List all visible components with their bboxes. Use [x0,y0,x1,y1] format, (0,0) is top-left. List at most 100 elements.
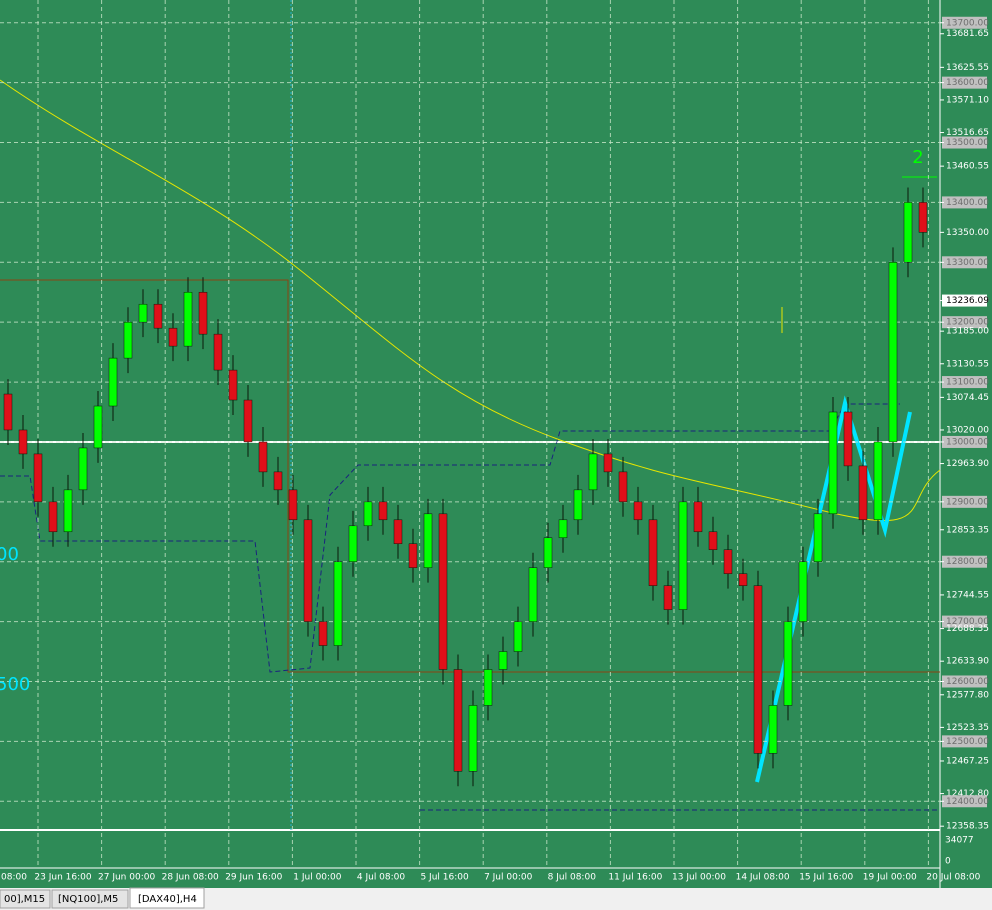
current-price-label: 13236.09 [946,296,989,306]
tab-label[interactable]: 00],M15 [4,894,45,905]
candle-body [588,453,598,491]
candle-body [798,561,808,622]
y-tick-label: 13074.45 [946,393,989,403]
price-label-box [942,735,987,748]
candle-body [93,405,103,449]
y-tick-label: 12688.35 [946,624,989,634]
price-label-box [942,495,987,508]
y-tick-label: 12577.80 [946,690,989,700]
candle-body [708,531,718,550]
candle-body [303,519,313,622]
candle-body [513,621,523,652]
candle-body [48,501,58,533]
y-tick-label: 13100.00 [946,378,989,388]
candle-body [288,489,298,521]
x-tick-label: 5 Jul 16:00 [420,873,469,883]
price-label-box [942,136,987,149]
candle-body [258,441,268,473]
candle-body [153,303,163,329]
candle-body [918,202,928,233]
y-tick-label: 12800.00 [946,557,989,567]
candle-body [903,202,913,263]
candle-body [633,501,643,521]
y-tick-label: 13571.10 [946,95,989,105]
tab-bar [0,888,992,910]
tab[interactable] [0,889,51,909]
candle-body [573,489,583,521]
y-tick-label: 13500.00 [946,138,989,148]
price-label-box [942,555,987,568]
candle-body [33,453,43,503]
candle-body [828,411,838,515]
candle-body [3,393,13,431]
price-label-box [942,615,987,628]
y-tick-label: 12700.00 [946,617,989,627]
y-tick-label: 13460.55 [946,162,989,172]
y-tick-label: 12400.00 [946,797,989,807]
candles [3,187,928,787]
candle-body [63,489,73,533]
x-tick-label: 7 Jul 00:00 [484,873,533,883]
candle-body [813,513,823,562]
candle-body [873,441,883,521]
x-tick-label: 28 Jun 08:00 [162,873,219,883]
tab[interactable] [51,889,129,909]
candle-body [543,537,553,568]
current-price-box [942,294,987,307]
x-tick-label: 14 Jul 08:00 [736,873,790,883]
price-label-box [942,196,987,209]
y-tick-label: 12853.35 [946,525,989,535]
candle-body [108,357,118,407]
candle-body [723,549,733,574]
volume-min-label: 0 [945,857,951,867]
candle-body [333,561,343,646]
candle-body [693,501,703,533]
candle-body [843,411,853,467]
price-label-box [942,76,987,89]
candle-body [753,585,763,754]
candle-body [438,513,448,670]
candle-body [123,321,133,359]
price-label-box [942,256,987,269]
y-tick-label: 13625.55 [946,63,989,73]
candle-body [603,453,613,473]
candle-body [228,369,238,401]
x-tick-label: 20 Jul 08:00 [926,873,980,883]
volume-max-label: 34077 [945,836,974,846]
candle-body [273,471,283,491]
candle-body [483,669,493,706]
tab-label[interactable]: [NQ100],M5 [58,894,118,905]
x-tick-label: 4 Jul 08:00 [357,873,406,883]
y-tick-label: 13700.00 [946,18,989,28]
candle-body [363,501,373,527]
candle-body [858,465,868,521]
price-label-box [942,316,987,329]
x-tick-label: 15 Jul 16:00 [799,873,853,883]
candle-body [783,621,793,706]
y-tick-label: 13020.00 [946,425,989,435]
x-tick-label: 23 Jun 16:00 [34,873,91,883]
candle-body [198,291,208,335]
candle-body [888,262,898,443]
y-tick-label: 12963.90 [946,459,989,469]
y-tick-label: 13200.00 [946,318,989,328]
x-tick-label: 13 Jul 00:00 [672,873,726,883]
tab-active[interactable] [129,887,205,909]
y-tick-label: 13000.00 [946,437,989,447]
candle-body [243,399,253,443]
tab-label[interactable]: [DAX40],H4 [138,894,197,905]
price-label-box [942,795,987,808]
candle-body [648,519,658,586]
candle-body [558,519,568,539]
y-tick-label: 12900.00 [946,497,989,507]
x-tick-label: 19 Jul 00:00 [863,873,917,883]
y-tick-label: 12744.55 [946,590,989,600]
x-tick-label: 8 Jul 08:00 [548,873,597,883]
price-label-box [942,435,987,448]
candle-body [213,333,223,371]
candle-body [738,573,748,586]
candle-body [498,651,508,670]
candle-body [183,291,193,347]
y-tick-label: 13300.00 [946,258,989,268]
